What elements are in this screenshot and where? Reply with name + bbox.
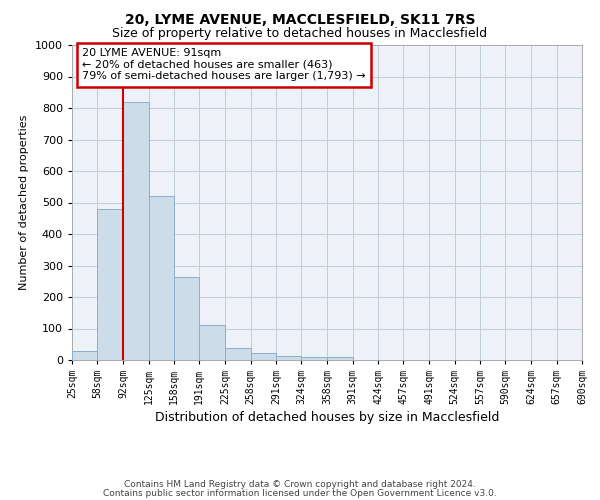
Bar bbox=[149, 196, 174, 360]
Bar bbox=[124, 102, 149, 360]
Text: 20 LYME AVENUE: 91sqm
← 20% of detached houses are smaller (463)
79% of semi-det: 20 LYME AVENUE: 91sqm ← 20% of detached … bbox=[82, 48, 366, 82]
Bar bbox=[226, 348, 251, 360]
Bar bbox=[97, 209, 124, 360]
Bar bbox=[276, 356, 301, 360]
Text: 20, LYME AVENUE, MACCLESFIELD, SK11 7RS: 20, LYME AVENUE, MACCLESFIELD, SK11 7RS bbox=[125, 12, 475, 26]
Bar bbox=[72, 350, 97, 360]
Bar bbox=[199, 326, 226, 360]
Bar bbox=[328, 358, 353, 360]
Y-axis label: Number of detached properties: Number of detached properties bbox=[19, 115, 29, 290]
Bar bbox=[174, 276, 199, 360]
Text: Contains public sector information licensed under the Open Government Licence v3: Contains public sector information licen… bbox=[103, 488, 497, 498]
Bar bbox=[251, 353, 276, 360]
Text: Contains HM Land Registry data © Crown copyright and database right 2024.: Contains HM Land Registry data © Crown c… bbox=[124, 480, 476, 489]
Bar bbox=[301, 358, 328, 360]
Text: Size of property relative to detached houses in Macclesfield: Size of property relative to detached ho… bbox=[112, 28, 488, 40]
X-axis label: Distribution of detached houses by size in Macclesfield: Distribution of detached houses by size … bbox=[155, 411, 499, 424]
